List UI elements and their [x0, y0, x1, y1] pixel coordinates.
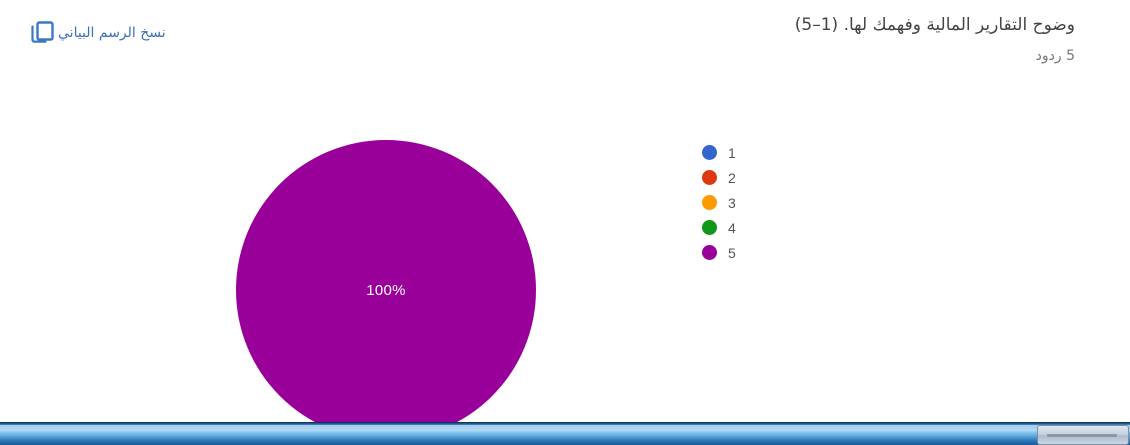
windows-taskbar[interactable] — [0, 422, 1130, 445]
legend-swatch-icon — [702, 220, 717, 235]
copy-icon — [28, 18, 58, 48]
response-count: 5 ردود — [1035, 48, 1075, 64]
legend-label: 2 — [728, 169, 736, 186]
legend-label: 4 — [728, 219, 736, 236]
chart-header: نسخ الرسم البياني وضوح التقارير المالية … — [0, 0, 1130, 92]
legend-label: 1 — [728, 144, 736, 161]
legend-label: 3 — [728, 194, 736, 211]
legend-label: 5 — [728, 244, 736, 261]
legend-item[interactable]: 4 — [702, 215, 736, 240]
legend-item[interactable]: 2 — [702, 165, 736, 190]
legend-swatch-icon — [702, 170, 717, 185]
taskbar-window-button-bar — [1047, 434, 1117, 437]
pie-slice-label: 100% — [366, 281, 406, 299]
copy-chart-label: نسخ الرسم البياني — [58, 25, 166, 41]
question-block: وضوح التقارير المالية وفهمك لها. (1–5) 5… — [795, 12, 1075, 66]
page-title: وضوح التقارير المالية وفهمك لها. (1–5) — [794, 15, 1075, 35]
copy-chart-button[interactable]: نسخ الرسم البياني — [28, 18, 176, 48]
legend-swatch-icon — [702, 245, 717, 260]
legend-item[interactable]: 1 — [702, 140, 736, 165]
taskbar-window-button[interactable] — [1037, 425, 1129, 445]
taskbar-glow — [0, 425, 1130, 433]
pie-slice-5[interactable] — [236, 140, 536, 440]
legend-swatch-icon — [702, 145, 717, 160]
pie-chart: 100% 1 2 3 4 5 — [0, 92, 1130, 440]
legend-swatch-icon — [702, 195, 717, 210]
chart-legend: 1 2 3 4 5 — [702, 140, 736, 265]
legend-item[interactable]: 5 — [702, 240, 736, 265]
legend-item[interactable]: 3 — [702, 190, 736, 215]
pie-graphic: 100% — [236, 140, 536, 440]
